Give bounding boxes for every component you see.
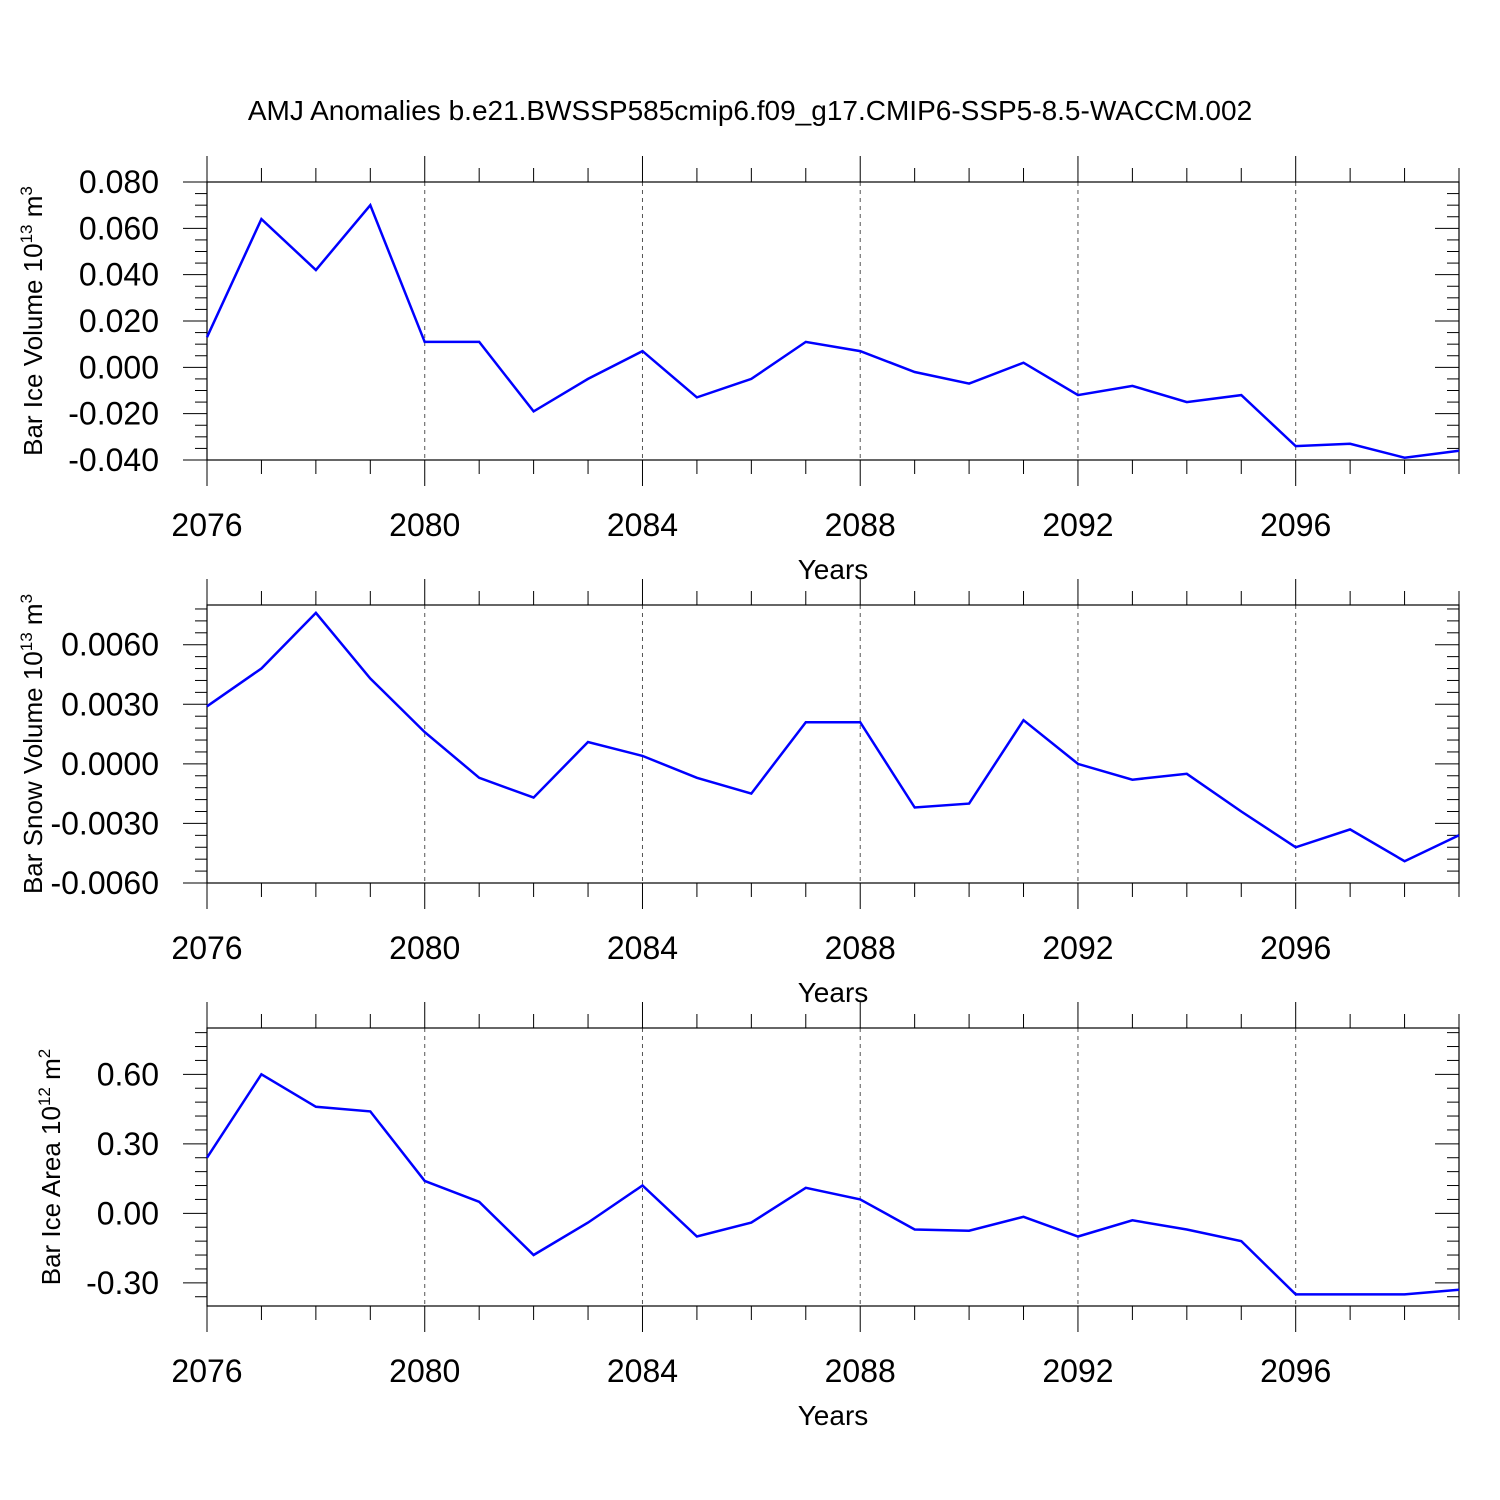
y-tick-label: -0.0060	[50, 865, 159, 901]
x-tick-label: 2088	[825, 507, 896, 543]
plot-frame	[206, 1027, 1460, 1307]
x-tick-label: 2092	[1042, 507, 1113, 543]
y-tick-label: 0.30	[97, 1126, 159, 1162]
series-line	[206, 611, 1460, 863]
x-tick-label: 2092	[1042, 1353, 1113, 1389]
x-tick-label: 2084	[607, 930, 678, 966]
y-tick-label: -0.30	[86, 1265, 159, 1301]
series-line	[205, 1072, 1460, 1296]
y-tick-label: 0.0030	[61, 686, 159, 722]
y-axis-label: Bar Ice Area 1012 m2	[35, 1049, 66, 1286]
x-tick-label: 2088	[825, 930, 896, 966]
y-tick-label: 0.60	[97, 1056, 159, 1092]
x-tick-label: 2088	[825, 1353, 896, 1389]
y-tick-label: 0.00	[97, 1195, 159, 1231]
x-tick-label: 2084	[607, 1353, 678, 1389]
x-tick-label: 2096	[1260, 1353, 1331, 1389]
y-tick-label: 0.020	[79, 303, 159, 339]
x-tick-label: 2076	[171, 507, 242, 543]
x-tick-label: 2076	[171, 1353, 242, 1389]
y-axis-label: Bar Snow Volume 1013 m3	[17, 594, 48, 894]
x-tick-label: 2080	[389, 1353, 460, 1389]
y-tick-label: 0.0060	[61, 627, 159, 663]
panel-3: 2076 2080 2084 2088 2092 2096 Years 0.60 0.30 0.0…	[35, 1002, 1460, 1431]
x-tick-label: 2080	[389, 507, 460, 543]
x-axis-label: Years	[798, 554, 869, 585]
series-line	[205, 202, 1460, 459]
y-tick-label: 0.080	[79, 164, 159, 200]
x-axis-label: Years	[798, 1400, 869, 1431]
x-tick-label: 2096	[1260, 930, 1331, 966]
x-tick-label: 2096	[1260, 507, 1331, 543]
x-tick-label: 2092	[1042, 930, 1113, 966]
chart-title: AMJ Anomalies b.e21.BWSSP585cmip6.f09_g1…	[248, 95, 1252, 126]
y-axis-label: Bar Ice Volume 1013 m3	[17, 186, 48, 456]
chart-panels: 2076 2080 2084 2088 2092 2096 Years 0.080 0.060 0…	[17, 156, 1460, 1431]
x-axis-label: Years	[798, 977, 869, 1008]
y-tick-label: -0.020	[68, 396, 159, 432]
panel-1: 2076 2080 2084 2088 2092 2096 Years 0.080 0.060 0…	[17, 156, 1460, 585]
y-tick-label: 0.040	[79, 257, 159, 293]
panel-2: 2076 2080 2084 2088 2092 2096 Years 0.0060 0.003…	[17, 579, 1460, 1008]
y-tick-label: -0.040	[68, 442, 159, 478]
x-tick-label: 2080	[389, 930, 460, 966]
y-tick-label: 0.060	[79, 210, 159, 246]
plot-frame	[206, 604, 1460, 884]
y-tick-label: 0.0000	[61, 746, 159, 782]
y-tick-label: -0.0030	[50, 805, 159, 841]
x-tick-label: 2076	[171, 930, 242, 966]
y-tick-label: 0.000	[79, 349, 159, 385]
x-tick-label: 2084	[607, 507, 678, 543]
